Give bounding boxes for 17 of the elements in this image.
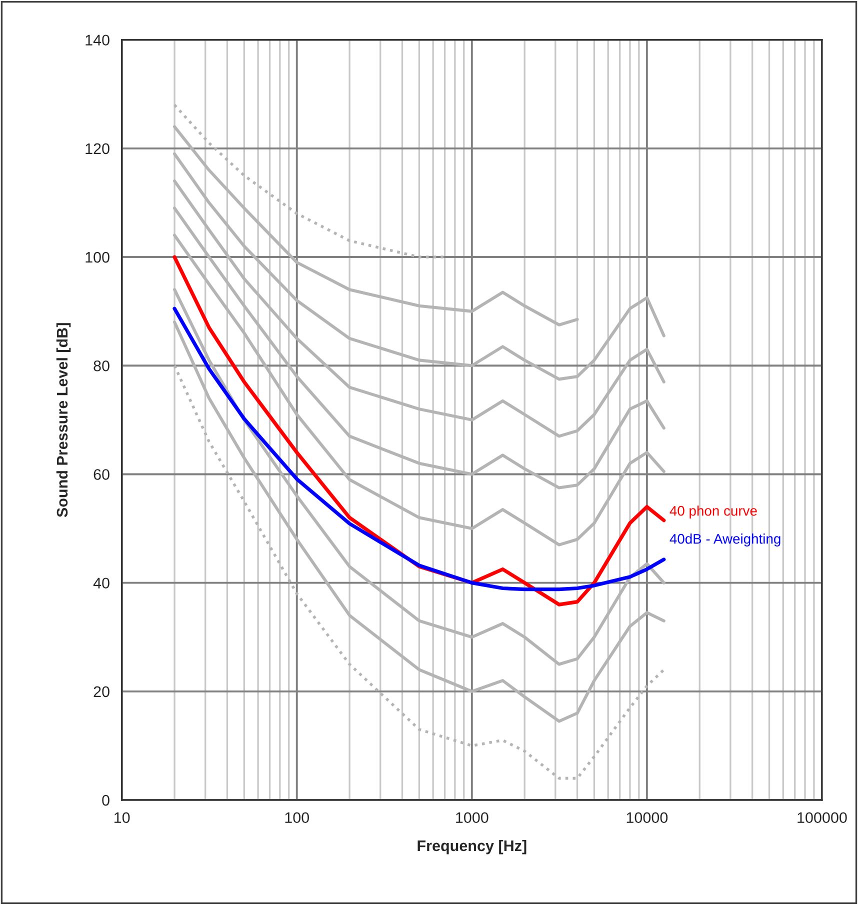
y-tick-label: 0 [102,794,110,806]
y-axis-title: Sound Pressure Level [dB] [56,323,71,518]
y-tick-label: 120 [86,143,110,154]
x-tick-label: 10 [114,812,130,824]
y-tick-label: 100 [86,252,110,263]
x-tick-label: 1000 [456,812,488,824]
series-label: 40dB - Aweighting [670,534,780,546]
series-label: 40 phon curve [670,506,757,519]
y-tick-label: 80 [94,360,110,372]
x-tick-label: 100 [285,812,310,824]
y-tick-label: 140 [86,34,110,46]
x-tick-label: 10000 [626,812,668,824]
y-tick-label: 40 [93,578,110,589]
y-tick-label: 60 [94,469,110,480]
x-axis-title: Frequency [Hz] [418,840,526,854]
x-tick-label: 100000 [798,812,847,824]
y-tick-label: 20 [94,686,110,698]
